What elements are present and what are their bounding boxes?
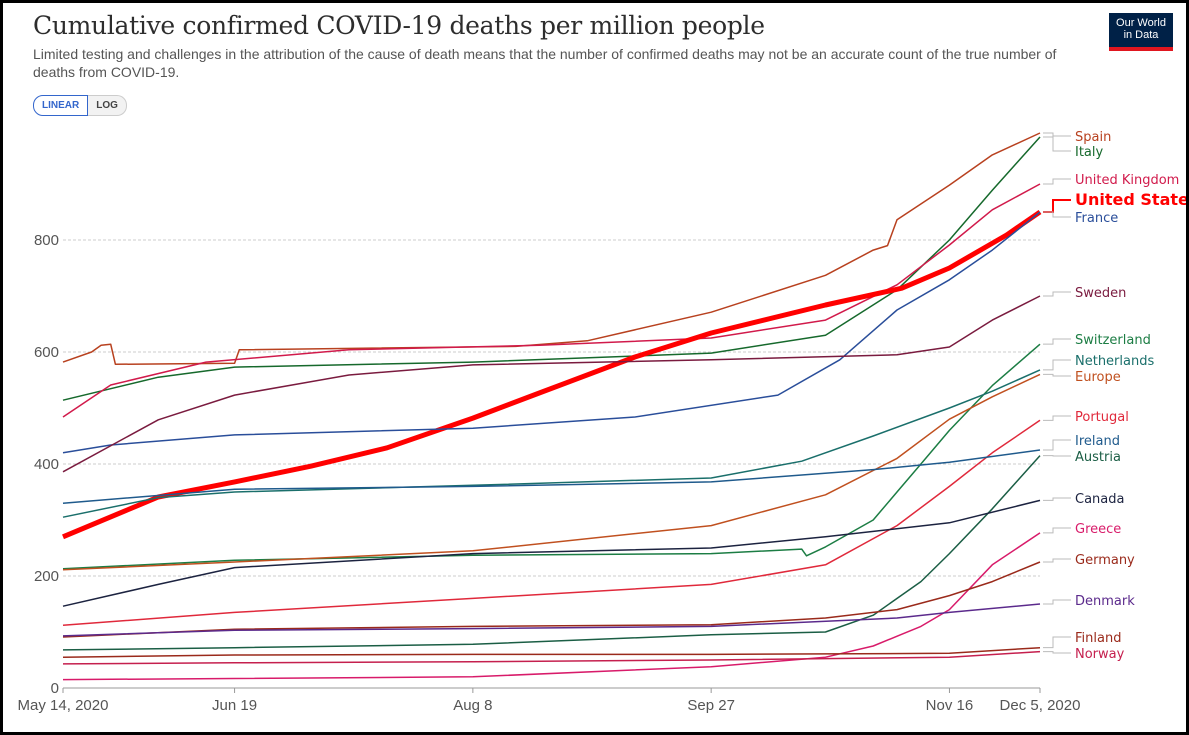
legend-connector [1043, 291, 1071, 297]
series-line-portugal [62, 419, 1041, 627]
y-tick-label: 200 [34, 568, 59, 585]
legend-connector [1043, 636, 1071, 649]
scale-toggle: LINEAR LOG [33, 95, 127, 116]
legend-connector [1043, 211, 1071, 218]
x-tick-label: Dec 5, 2020 [1000, 697, 1081, 714]
owid-logo[interactable]: Our World in Data [1109, 13, 1173, 51]
series-line-spain [62, 132, 1041, 366]
linear-button[interactable]: LINEAR [33, 95, 89, 116]
series-line-finland [62, 646, 1041, 658]
series-line-europe [62, 373, 1041, 571]
legend-label: Spain [1075, 130, 1111, 145]
series-line-denmark [62, 603, 1041, 637]
legend-label: Norway [1075, 647, 1125, 662]
x-tick-label: Aug 8 [453, 697, 492, 714]
x-tick-label: Sep 27 [687, 697, 735, 714]
legend-connector [1043, 359, 1071, 371]
legend-label: Switzerland [1075, 333, 1151, 348]
legend-label: Greece [1075, 522, 1121, 537]
legend-connector [1043, 178, 1071, 185]
series-line-ireland [62, 449, 1041, 504]
series-line-greece [62, 532, 1041, 681]
x-tick-label: Nov 16 [926, 697, 974, 714]
y-tick-label: 800 [34, 232, 59, 249]
legend-connector [1043, 132, 1071, 137]
legend-label: United States [1075, 190, 1186, 209]
legend-connector [1043, 497, 1071, 501]
series-line-switzerland [62, 343, 1041, 570]
legend-label: Finland [1075, 631, 1121, 646]
series-line-united-states [62, 209, 1042, 540]
series-line-netherlands [62, 369, 1041, 518]
legend-connector [1043, 415, 1071, 421]
x-tick-label: Jun 19 [212, 697, 257, 714]
log-button[interactable]: LOG [88, 95, 127, 116]
series-line-italy [62, 136, 1041, 401]
legend-label: Germany [1075, 553, 1135, 568]
legend-connector [1043, 338, 1071, 345]
series-line-norway [62, 650, 1041, 665]
legend-connector [1043, 199, 1071, 213]
legend-label: United Kingdom [1075, 173, 1179, 188]
logo-line-1: Our World [1116, 17, 1166, 29]
legend-label: Sweden [1075, 286, 1126, 301]
series-line-canada [62, 499, 1041, 607]
y-tick-label: 600 [34, 344, 59, 361]
legend-label: Europe [1075, 370, 1121, 385]
y-tick-label: 400 [34, 456, 59, 473]
line-chart: 0 200 400 600 800 May 14, 2020 Jun 19 Aug 8 Sep … [18, 130, 1186, 714]
legend-connector [1043, 599, 1071, 605]
legend-label: Ireland [1075, 434, 1120, 449]
x-tick-label: May 14, 2020 [18, 697, 109, 714]
series-line-france [62, 211, 1041, 454]
legend-label: Portugal [1075, 410, 1129, 425]
legend-label: Canada [1075, 492, 1124, 507]
chart-subtitle: Limited testing and challenges in the at… [33, 46, 1057, 80]
series-line-united-kingdom [62, 183, 1041, 418]
legend-connector [1043, 439, 1071, 451]
logo-line-2: in Data [1123, 29, 1159, 41]
legend-connector [1043, 527, 1071, 534]
series-line-sweden [62, 295, 1041, 473]
legend-connector [1043, 373, 1071, 377]
series-line-austria [62, 455, 1041, 651]
legend-connector [1043, 651, 1071, 654]
legend-label: Italy [1075, 145, 1104, 160]
legend-label: Austria [1075, 450, 1121, 465]
chart-title: Cumulative confirmed COVID-19 deaths per… [33, 11, 765, 40]
legend-connector [1043, 136, 1071, 152]
chart-frame: Cumulative confirmed COVID-19 deaths per… [3, 3, 1186, 732]
legend-label: Netherlands [1075, 354, 1154, 369]
series-line-germany [62, 561, 1041, 638]
legend-connector [1043, 558, 1071, 563]
legend-label: Denmark [1075, 594, 1135, 609]
y-tick-label: 0 [51, 680, 59, 697]
legend-label: France [1075, 211, 1118, 226]
